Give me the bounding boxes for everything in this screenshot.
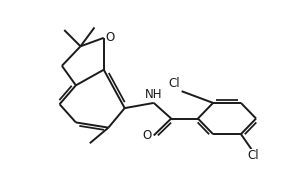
Text: O: O [143,129,152,142]
Text: O: O [105,31,115,44]
Text: Cl: Cl [247,149,259,162]
Text: Cl: Cl [168,77,180,90]
Text: NH: NH [145,88,163,101]
